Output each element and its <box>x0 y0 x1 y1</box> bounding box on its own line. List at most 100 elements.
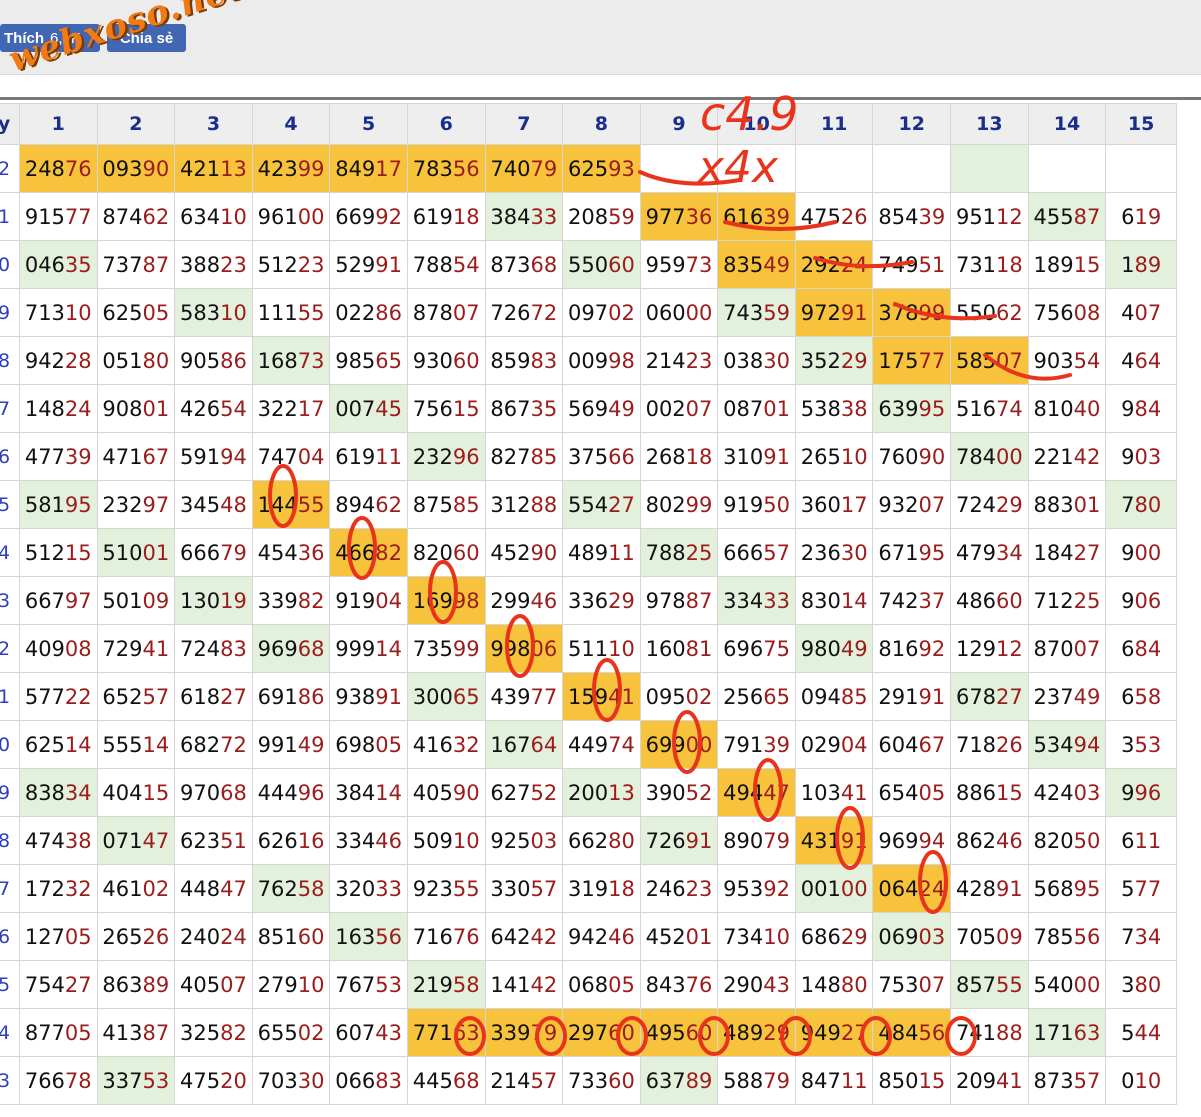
row-day-label[interactable]: 08 <box>0 816 20 865</box>
result-number: 00998 <box>567 348 635 373</box>
result-number: 64242 <box>490 924 558 949</box>
row-day-label[interactable]: 09 <box>0 768 20 817</box>
result-number: 50910 <box>412 828 480 853</box>
result-number: 73360 <box>567 1068 635 1093</box>
result-number: 65502 <box>257 1020 325 1045</box>
result-cell: 63789 <box>639 1056 719 1105</box>
result-number: 87007 <box>1033 636 1101 661</box>
result-number: 464 <box>1121 348 1162 373</box>
result-cell: 46102 <box>96 864 176 913</box>
result-cell: 61918 <box>406 192 486 241</box>
result-cell <box>1027 144 1107 193</box>
table-row: 1157722 65257 61827 69186 93891 30065 43977 159… <box>0 672 1177 721</box>
result-number: 99914 <box>335 636 403 661</box>
result-cell: 84376 <box>639 960 719 1009</box>
result-number: 18427 <box>1033 540 1101 565</box>
result-cell: 684 <box>1105 624 1177 673</box>
row-day-label[interactable]: 18 <box>0 336 20 385</box>
row-day-label[interactable]: 22 <box>0 144 20 193</box>
result-cell: 32582 <box>174 1008 253 1057</box>
result-number: 20859 <box>567 204 635 229</box>
row-day-label[interactable]: 15 <box>0 480 20 529</box>
result-number: 996 <box>1121 780 1162 805</box>
result-cell: 48911 <box>562 528 641 577</box>
result-cell: 25665 <box>717 672 796 721</box>
result-number: 23749 <box>1033 684 1101 709</box>
column-header-day: ày <box>0 103 20 145</box>
result-cell: 55427 <box>562 480 641 529</box>
result-cell: 71676 <box>406 912 486 961</box>
result-cell: 93891 <box>329 672 408 721</box>
row-day-label[interactable]: 06 <box>0 912 20 961</box>
result-cell: 903 <box>1105 432 1177 481</box>
result-number: 52991 <box>335 252 403 277</box>
row-day-label[interactable]: 07 <box>0 864 20 913</box>
row-day-label[interactable]: 16 <box>0 432 20 481</box>
row-day-label[interactable]: 13 <box>0 576 20 625</box>
row-day-label[interactable]: 05 <box>0 960 20 1009</box>
result-cell: 87007 <box>1027 624 1107 673</box>
result-number: 77163 <box>412 1020 480 1045</box>
table-row: 0983834 40415 97068 44496 38414 40590 62752 200… <box>0 768 1177 817</box>
result-cell: 08701 <box>717 384 796 433</box>
result-number: 78356 <box>412 156 480 181</box>
result-number: 71225 <box>1033 588 1101 613</box>
result-cell: 06424 <box>872 864 952 913</box>
result-cell: 29043 <box>717 960 796 1009</box>
result-number: 44496 <box>257 780 325 805</box>
result-cell: 16764 <box>484 720 564 769</box>
result-cell: 81692 <box>872 624 952 673</box>
result-cell: 06903 <box>872 912 952 961</box>
result-number: 62593 <box>567 156 635 181</box>
row-day-label[interactable]: 20 <box>0 240 20 289</box>
result-number: 12912 <box>955 636 1023 661</box>
result-cell: 02904 <box>794 720 874 769</box>
facebook-like-button[interactable]: Thích 6,4K <box>0 24 100 52</box>
result-cell: 98049 <box>794 624 874 673</box>
row-day-label[interactable]: 14 <box>0 528 20 577</box>
result-number: 83834 <box>24 780 92 805</box>
result-number: 94228 <box>24 348 92 373</box>
row-day-label[interactable]: 04 <box>0 1008 20 1057</box>
result-number: 684 <box>1121 636 1162 661</box>
result-number: 61918 <box>412 204 480 229</box>
result-number: 20013 <box>567 780 635 805</box>
facebook-share-button[interactable]: Chia sẻ <box>107 24 186 52</box>
result-number: 72429 <box>955 492 1023 517</box>
result-number: 66679 <box>180 540 247 565</box>
result-cell: 78825 <box>639 528 719 577</box>
result-number: 68629 <box>800 924 868 949</box>
result-cell: 75307 <box>872 960 952 1009</box>
result-number: 47934 <box>955 540 1023 565</box>
result-number: 27910 <box>257 972 325 997</box>
result-cell: 03830 <box>717 336 796 385</box>
row-day-label[interactable]: 21 <box>0 192 20 241</box>
result-cell: 79139 <box>717 720 796 769</box>
result-number: 94246 <box>567 924 635 949</box>
row-day-label[interactable]: 17 <box>0 384 20 433</box>
row-day-label[interactable]: 11 <box>0 672 20 721</box>
column-header: 3 <box>174 103 253 145</box>
result-number: 14880 <box>800 972 868 997</box>
result-cell: 89462 <box>329 480 408 529</box>
result-number: 71310 <box>24 300 92 325</box>
row-day-label[interactable]: 12 <box>0 624 20 673</box>
column-header: 2 <box>96 103 176 145</box>
result-number: 55062 <box>955 300 1023 325</box>
result-cell: 94246 <box>562 912 641 961</box>
row-day-label[interactable]: 10 <box>0 720 20 769</box>
result-number: 93207 <box>878 492 946 517</box>
row-day-label[interactable]: 03 <box>0 1056 20 1105</box>
result-cell: 66679 <box>174 528 253 577</box>
result-number: 69805 <box>335 732 403 757</box>
result-number: 87705 <box>24 1020 92 1045</box>
result-cell: 65405 <box>872 768 952 817</box>
result-number: 81692 <box>878 636 946 661</box>
result-number: 658 <box>1121 684 1162 709</box>
result-cell: 27910 <box>251 960 331 1009</box>
result-cell: 95973 <box>639 240 719 289</box>
row-day-label[interactable]: 19 <box>0 288 20 337</box>
result-number: 906 <box>1121 588 1162 613</box>
result-cell: 48660 <box>950 576 1029 625</box>
result-number: 97291 <box>800 300 868 325</box>
